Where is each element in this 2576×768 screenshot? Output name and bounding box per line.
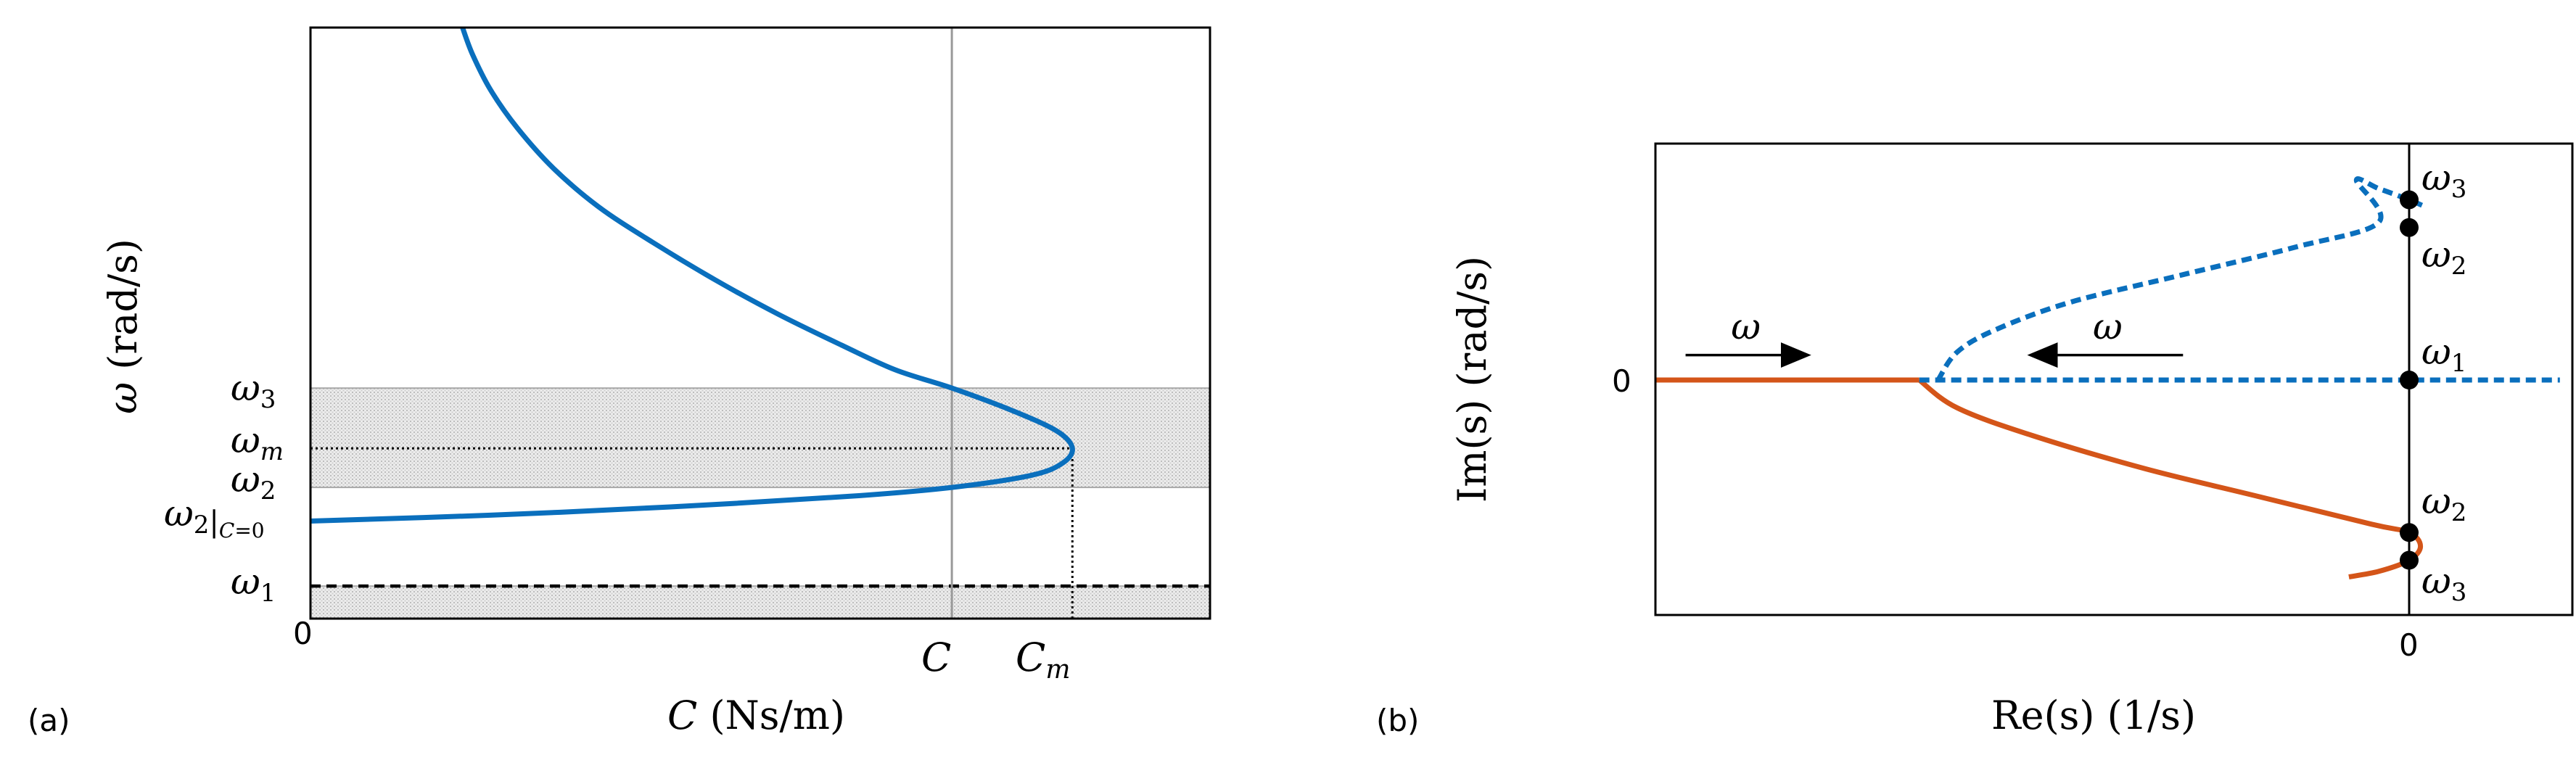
- panel-b-marked-points: [2400, 190, 2419, 570]
- label-omega-2-lower: ω2: [2421, 480, 2466, 527]
- panel-b-y-axis-label: Im(s) (rad/s): [1449, 256, 1495, 503]
- y-tick-omega-1: ω1: [231, 561, 276, 608]
- arrow-label-left: ω: [2093, 306, 2123, 348]
- panel-a-x-axis-label: C (Ns/m): [667, 693, 845, 738]
- panel-a-frame: [309, 26, 1211, 620]
- y-tick-omega-3: ω3: [231, 367, 276, 414]
- panel-a-series: [310, 26, 1075, 524]
- x-origin-label: 0: [293, 616, 313, 651]
- panel-b-point-labels: ω3 ω2 ω1 ω2 ω3: [2421, 157, 2466, 607]
- x-tick-c-m: Cm: [1016, 635, 1070, 685]
- panel-a-shaded-bands: [310, 387, 1211, 619]
- x-tick-c: C: [921, 635, 951, 680]
- panel-b-y-tick-zero: 0: [1612, 363, 1631, 399]
- panel-b-frame: [1654, 142, 2574, 616]
- panel-a-y-axis-label: ω (rad/s): [100, 239, 146, 414]
- panel-a-chart: ω3 ωm ω2 ω2|C=0 ω1 0 C Cm C (Ns/m) ω (ra…: [28, 26, 1211, 738]
- marked-point-2: [2400, 371, 2419, 389]
- panel-b-curve-3: [1917, 378, 2424, 579]
- panel-b-curve-0: [1935, 176, 2424, 381]
- marked-point-3: [2400, 523, 2419, 542]
- shaded-band-0: [310, 387, 1211, 489]
- panel-b-label: (b): [1376, 703, 1419, 738]
- marked-point-4: [2400, 550, 2419, 570]
- panel-b-x-tick-zero: 0: [2399, 627, 2419, 663]
- panel-a-y-tick-labels: ω3 ωm ω2 ω2|C=0 ω1: [164, 367, 284, 608]
- label-omega-3-lower: ω3: [2421, 560, 2466, 607]
- marked-point-0: [2400, 190, 2419, 210]
- panel-b-x-axis-label: Re(s) (1/s): [1991, 693, 2196, 738]
- label-omega-1: ω1: [2421, 331, 2466, 378]
- label-omega-3-upper: ω3: [2421, 157, 2466, 204]
- marked-point-1: [2400, 218, 2419, 237]
- shaded-band-1: [310, 585, 1211, 619]
- panel-a-label: (a): [28, 703, 70, 738]
- arrow-label-right: ω: [1731, 306, 1761, 348]
- panel-a-guides: [310, 28, 1210, 619]
- y-tick-omega-m: ωm: [231, 419, 284, 466]
- label-omega-2-upper: ω2: [2421, 234, 2466, 281]
- panel-a-curve-0: [310, 26, 1075, 524]
